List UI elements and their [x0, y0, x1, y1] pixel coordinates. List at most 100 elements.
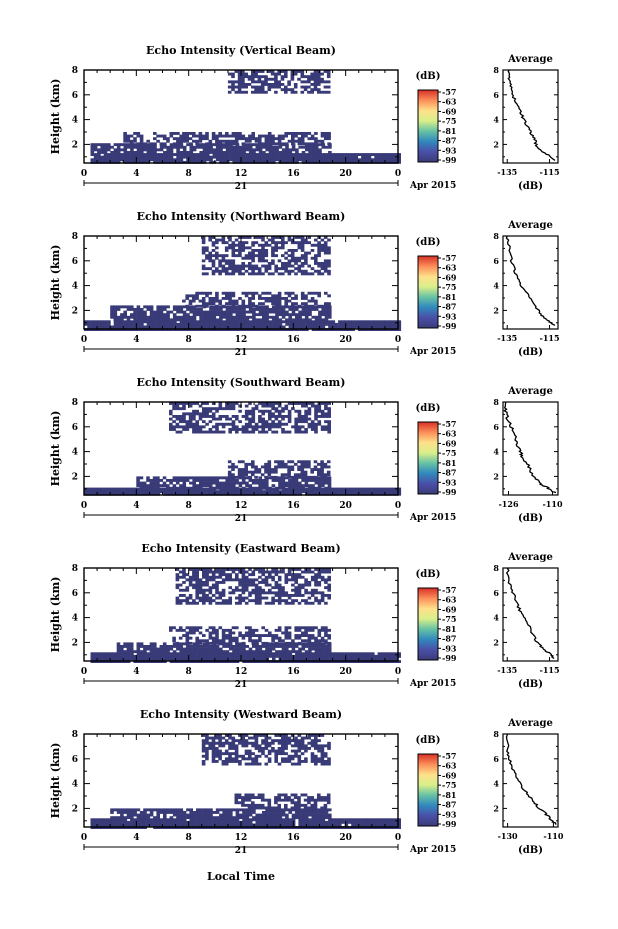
echo-cell — [270, 83, 275, 86]
echo-cell — [300, 272, 305, 276]
echo-cell — [199, 647, 203, 651]
echo-cell — [244, 264, 249, 268]
echo-cell — [258, 601, 262, 605]
echo-cell — [199, 490, 204, 494]
echo-cell — [327, 583, 331, 587]
echo-cell — [274, 241, 278, 245]
echo-cell — [245, 657, 250, 661]
echo-cell — [153, 320, 157, 324]
echo-cell — [347, 153, 352, 156]
echo-cell — [304, 294, 308, 298]
echo-cell — [185, 486, 190, 490]
echo-cell — [247, 470, 252, 474]
echo-cell — [348, 322, 352, 326]
echo-cell — [254, 90, 258, 94]
echo-cell — [268, 490, 273, 494]
echo-cell — [318, 320, 322, 324]
echo-cell — [231, 462, 235, 466]
echo-cell — [113, 657, 118, 661]
echo-cell — [310, 594, 315, 597]
echo-cell — [397, 818, 401, 822]
echo-cell — [185, 596, 190, 600]
echo-cell — [247, 462, 252, 466]
echo-cell — [212, 322, 217, 326]
echo-cell — [287, 139, 292, 143]
echo-cell — [307, 568, 312, 571]
echo-cell — [297, 473, 301, 477]
echo-cell — [371, 490, 375, 494]
echo-cell — [209, 652, 213, 656]
echo-cell — [314, 428, 318, 431]
echo-cell — [310, 137, 315, 141]
echo-cell — [297, 641, 302, 645]
echo-cell — [192, 428, 196, 431]
echo-cell — [251, 420, 256, 424]
echo-cell — [251, 302, 255, 306]
echo-cell — [208, 626, 213, 630]
echo-cell — [176, 322, 180, 326]
echo-cell — [277, 586, 282, 590]
echo-cell — [311, 148, 316, 152]
echo-cell — [222, 490, 227, 494]
echo-cell — [326, 70, 331, 73]
echo-cell — [294, 628, 298, 632]
echo-cell — [126, 647, 131, 651]
echo-cell — [241, 134, 246, 138]
echo-cell — [284, 134, 288, 138]
echo-cell — [287, 634, 292, 637]
echo-cell — [173, 153, 177, 156]
echo-cell — [274, 264, 278, 268]
echo-cell — [231, 85, 235, 89]
echo-cell — [212, 818, 217, 822]
echo-cell — [215, 269, 219, 273]
echo-cell — [97, 657, 101, 661]
echo-cell — [241, 142, 246, 146]
x-tick-label: 20 — [339, 335, 352, 345]
echo-cell — [308, 318, 312, 322]
echo-cell — [182, 599, 186, 603]
echo-cell — [225, 310, 230, 314]
echo-cell — [120, 325, 124, 329]
echo-cell — [173, 492, 177, 496]
echo-cell — [321, 310, 325, 314]
echo-cell — [307, 299, 312, 303]
echo-cell — [324, 654, 329, 658]
echo-cell — [258, 581, 262, 584]
echo-cell — [133, 820, 137, 824]
echo-cell — [245, 490, 250, 494]
echo-cell — [208, 641, 213, 645]
echo-cell — [294, 573, 298, 577]
echo-cell — [248, 151, 253, 154]
echo-cell — [110, 490, 114, 494]
echo-cell — [218, 581, 223, 584]
echo-cell — [317, 420, 322, 424]
echo-cell — [281, 481, 286, 485]
echo-cell — [97, 818, 101, 822]
echo-cell — [380, 155, 385, 159]
echo-cell — [156, 479, 160, 482]
echo-cell — [212, 647, 216, 651]
echo-cell — [314, 430, 318, 434]
echo-cell — [317, 470, 321, 474]
echo-cell — [248, 425, 252, 429]
echo-cell — [294, 650, 299, 654]
echo-cell — [287, 573, 292, 577]
echo-cell — [222, 155, 227, 159]
echo-cell — [175, 573, 180, 577]
echo-cell — [285, 155, 289, 159]
echo-cell — [262, 320, 266, 324]
echo-cell — [264, 90, 268, 94]
echo-cell — [143, 320, 147, 324]
echo-cell — [257, 272, 262, 276]
echo-cell — [277, 639, 282, 643]
echo-cell — [284, 628, 289, 632]
echo-cell — [287, 254, 292, 258]
echo-cell — [310, 588, 315, 592]
echo-cell — [113, 492, 118, 496]
echo-cell — [199, 654, 203, 658]
echo-cell — [307, 601, 312, 605]
echo-cell — [211, 599, 216, 603]
echo-cell — [280, 83, 285, 86]
echo-cell — [235, 415, 239, 418]
echo-cell — [90, 158, 95, 162]
